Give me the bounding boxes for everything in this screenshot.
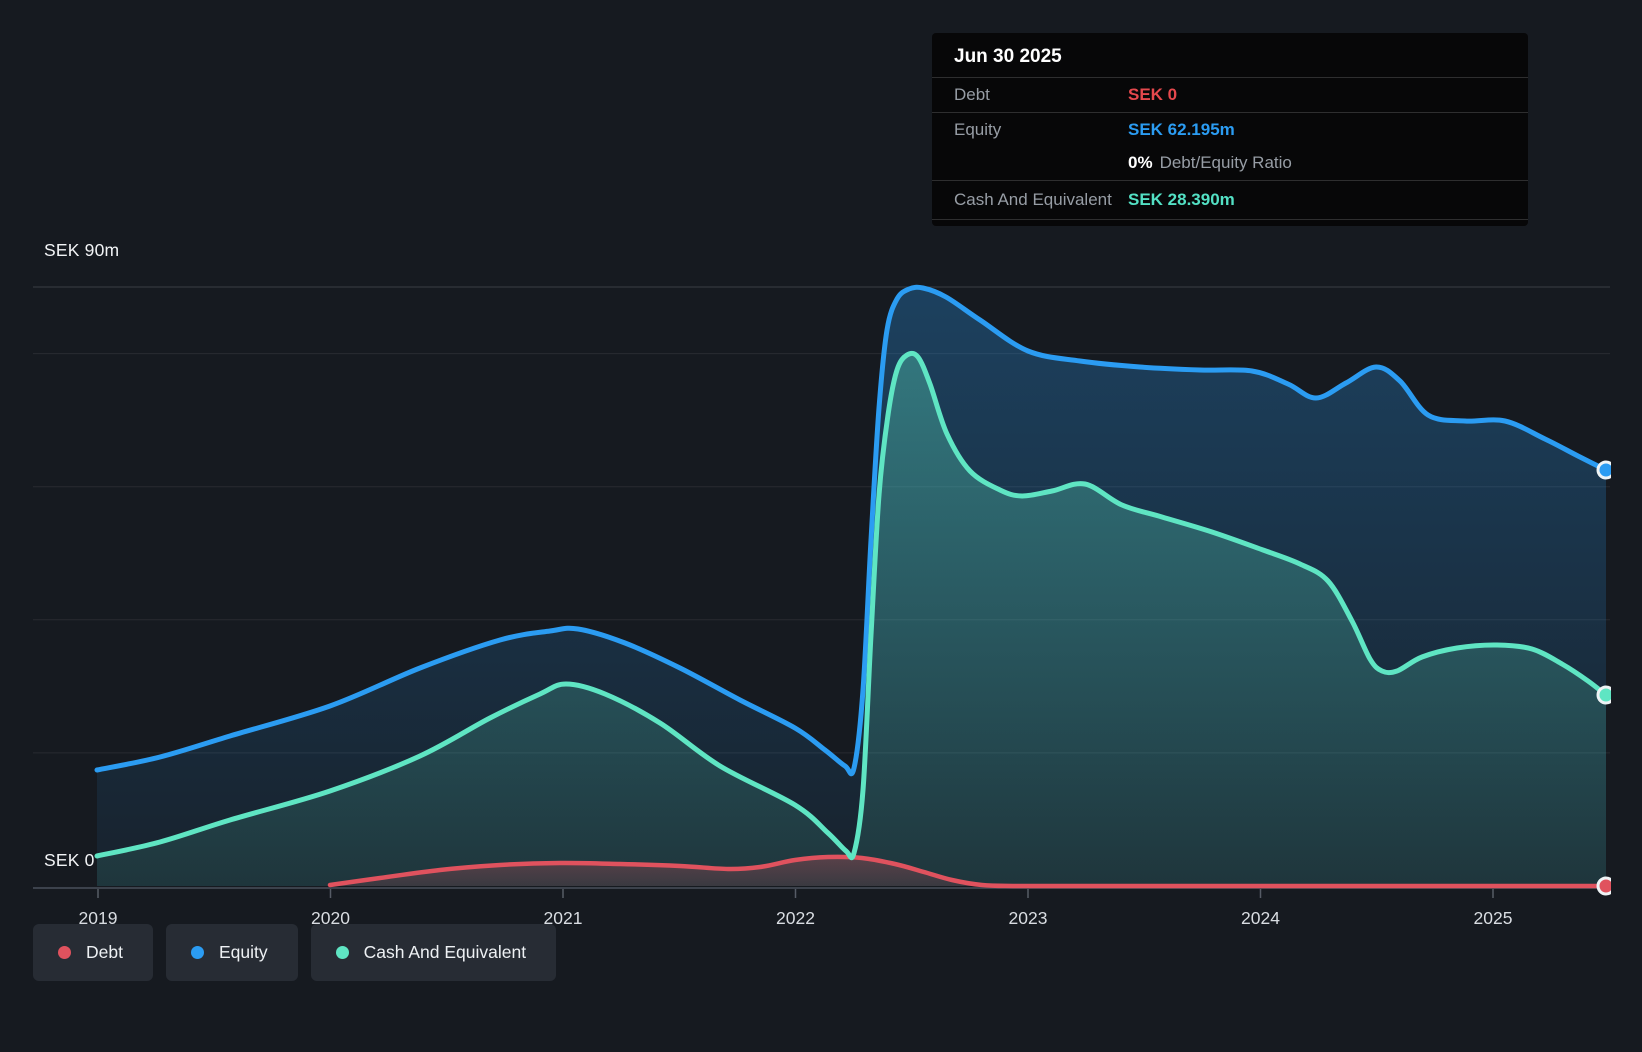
legend-item-debt[interactable]: Debt (33, 924, 153, 981)
x-axis-label-2024: 2024 (1241, 908, 1280, 928)
equity-end-marker (1596, 460, 1611, 480)
cash-series-dot-icon (335, 946, 349, 959)
tooltip-debt-label: Debt (954, 85, 990, 104)
tooltip-ratio-label: Debt/Equity Ratio (1159, 153, 1292, 172)
x-axis-label-2020: 2020 (311, 908, 350, 928)
x-axis-label-2025: 2025 (1474, 908, 1513, 928)
legend-debt-label: Debt (86, 942, 123, 962)
chart-legend: Debt Equity Cash And Equivalent (33, 924, 557, 981)
legend-equity-label: Equity (218, 942, 268, 962)
x-axis-label-2021: 2021 (544, 908, 583, 928)
debt-end-marker (1596, 876, 1611, 896)
legend-cash-label: Cash And Equivalent (363, 942, 527, 962)
cash-end-marker (1596, 685, 1611, 705)
x-axis-label-2022: 2022 (776, 908, 815, 928)
chart-tooltip: Jun 30 2025 Debt SEK 0 Equity SEK 62.195… (932, 33, 1528, 226)
equity-series-dot-icon (190, 946, 204, 959)
end-markers (1596, 460, 1611, 896)
tooltip-equity-label: Equity (954, 119, 1002, 139)
tooltip-debt-value: SEK 0 (1128, 85, 1178, 104)
legend-item-equity[interactable]: Equity (165, 924, 298, 981)
cash-line (94, 350, 1609, 861)
equity-line (94, 284, 1609, 777)
y-axis-max-label: SEK 90m (44, 240, 120, 260)
x-axis-label-2023: 2023 (1009, 908, 1048, 928)
debt-line (327, 854, 1609, 889)
x-axis-label-2019: 2019 (79, 908, 118, 928)
tooltip-row-debt: Debt SEK 0 (932, 78, 1528, 113)
tooltip-row-equity: Equity SEK 62.195m (932, 113, 1528, 146)
legend-item-cash[interactable]: Cash And Equivalent (310, 924, 557, 981)
tooltip-equity-value: SEK 62.195m (1128, 119, 1235, 139)
y-axis-zero-label: SEK 0 (44, 850, 95, 870)
tooltip-row-ratio: 0% Debt/Equity Ratio (932, 146, 1528, 181)
tooltip-row-cash: Cash And Equivalent SEK 28.390m (932, 181, 1528, 220)
tooltip-ratio-value: 0% (1128, 153, 1153, 172)
tooltip-cash-label: Cash And Equivalent (954, 190, 1112, 209)
debt-series-dot-icon (58, 946, 71, 959)
tooltip-cash-value: SEK 28.390m (1128, 190, 1235, 209)
cash-area-fill (97, 353, 1606, 886)
debt-area-fill (330, 856, 1606, 887)
tooltip-date: Jun 30 2025 (932, 33, 1528, 78)
